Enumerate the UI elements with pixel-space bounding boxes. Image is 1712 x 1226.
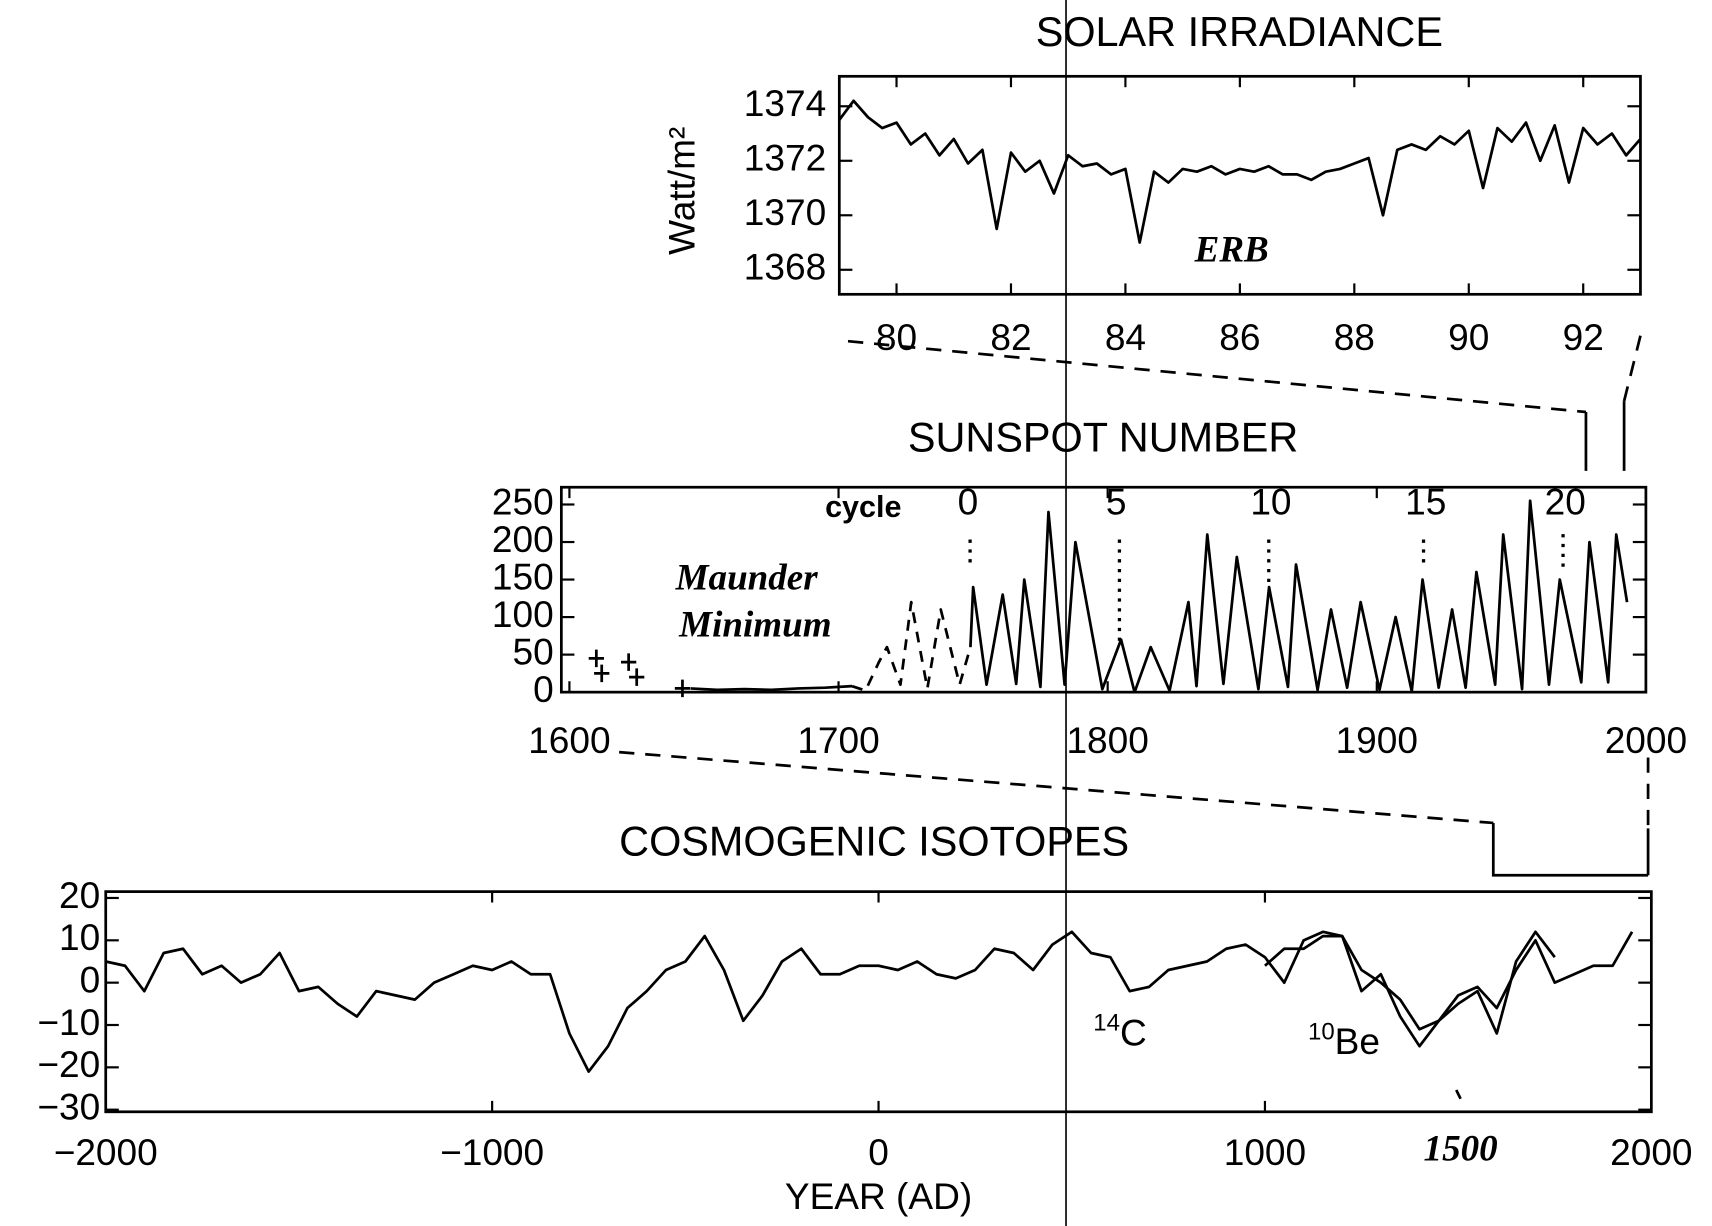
x-axis-label: YEAR (AD)	[785, 1175, 972, 1217]
data-line	[1264, 930, 1556, 1048]
y-tick-label: 1372	[744, 137, 826, 179]
data-line	[838, 99, 1642, 244]
isotope-symbol: Be	[1335, 1020, 1380, 1062]
data-line	[105, 930, 1634, 1073]
x-tick-label: 1900	[1336, 719, 1418, 761]
x-tick-label: 86	[1219, 316, 1260, 358]
isotope-mass: 14	[1093, 1010, 1120, 1037]
y-tick-label: 200	[492, 518, 554, 560]
annotation: ERB	[1194, 229, 1269, 270]
x-tick-label: 1600	[528, 719, 610, 761]
connector	[1622, 335, 1642, 402]
y-tick-label: 0	[80, 958, 101, 1000]
x-tick-label: 2000	[1605, 719, 1687, 761]
chart-title: SOLAR IRRADIANCE	[1036, 9, 1443, 55]
x-tick-label: 80	[876, 316, 917, 358]
y-tick-label: 150	[492, 555, 554, 597]
x-tick-label: 1700	[797, 719, 879, 761]
y-axis-label: Watt/m²	[660, 127, 702, 255]
x-tick-label: 88	[1334, 316, 1375, 358]
annotation: 5	[1106, 480, 1127, 522]
data-line	[851, 600, 972, 692]
data-point	[674, 679, 691, 698]
x-tick-label: 82	[990, 316, 1031, 358]
annotation: Maunder	[675, 557, 819, 598]
x-tick-label: 92	[1563, 316, 1604, 358]
y-tick-label: 1374	[744, 82, 826, 124]
data-point	[588, 649, 604, 668]
handwritten-mark	[1455, 1089, 1462, 1100]
y-tick-label: −20	[37, 1043, 100, 1085]
data-line	[969, 499, 1629, 694]
annotation: 10	[1250, 480, 1291, 522]
x-tick-label: 0	[868, 1131, 889, 1173]
x-tick-label: 1000	[1224, 1131, 1306, 1173]
annotation: 1500	[1424, 1129, 1498, 1170]
chart-title: SUNSPOT NUMBER	[908, 414, 1298, 460]
data-point	[594, 664, 610, 683]
connector	[1491, 822, 1649, 877]
annotation: 15	[1405, 480, 1446, 522]
data-point	[629, 668, 645, 686]
x-tick-label: 1800	[1066, 719, 1148, 761]
y-tick-label: 1368	[744, 246, 826, 288]
chart-title: COSMOGENIC ISOTOPES	[619, 819, 1129, 865]
y-tick-label: 0	[533, 668, 554, 710]
annotation: 20	[1545, 480, 1586, 522]
y-tick-label: 50	[513, 630, 554, 672]
data-line	[690, 684, 853, 692]
isotope-symbol: C	[1120, 1011, 1147, 1053]
connector	[619, 750, 1494, 825]
x-tick-label: 84	[1105, 316, 1146, 358]
annotation: Minimum	[678, 604, 831, 645]
isotope-label: 14C	[1093, 1010, 1146, 1053]
y-tick-label: 250	[492, 480, 554, 522]
plot-frame	[104, 890, 1653, 1114]
x-tick-label: 90	[1448, 316, 1489, 358]
y-tick-label: 100	[492, 593, 554, 635]
annotation: cycle	[825, 490, 901, 524]
connector	[847, 339, 1587, 414]
annotation: 0	[958, 480, 979, 522]
y-tick-label: −10	[37, 1001, 100, 1043]
y-tick-label: 20	[59, 874, 100, 916]
isotope-label: 10Be	[1308, 1019, 1380, 1062]
y-tick-label: −30	[37, 1085, 100, 1127]
x-tick-label: −1000	[440, 1131, 544, 1173]
data-point	[621, 653, 637, 671]
isotope-mass: 10	[1308, 1019, 1335, 1046]
x-tick-label: 2000	[1610, 1131, 1692, 1173]
y-tick-label: 10	[59, 916, 100, 958]
y-tick-label: 1370	[744, 191, 826, 233]
figure-group: SOLAR IRRADIANCE 80 82 84 86 88 90 92 1368 1370 13…	[37, 0, 1693, 1226]
plot-frame	[559, 485, 1648, 694]
x-tick-label: −2000	[54, 1131, 158, 1173]
